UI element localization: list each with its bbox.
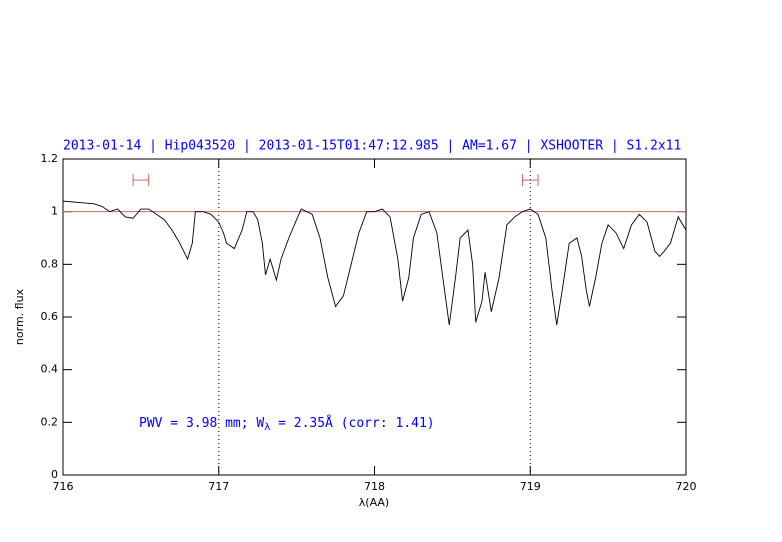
spectrum-line: [62, 200, 687, 325]
y-tick-label: 1.2: [41, 152, 59, 165]
x-tick-label: 716: [53, 480, 74, 493]
annotation-part: PWV = 3.98 mm; W: [139, 416, 264, 431]
y-tick-label: 0.2: [41, 415, 59, 428]
y-tick-label: 0.4: [41, 363, 59, 376]
annotation-part: = 2.35Å (corr: 1.41): [270, 415, 434, 431]
x-tick-label: 717: [208, 480, 229, 493]
annotation-subscript: λ: [264, 422, 270, 433]
y-axis-label: norm. flux: [13, 288, 26, 345]
x-tick-label: 720: [676, 480, 697, 493]
y-tick-label: 0.8: [41, 257, 59, 270]
x-tick-label: 719: [520, 480, 541, 493]
x-tick-label: 718: [364, 480, 385, 493]
y-tick-label: 1: [51, 205, 58, 218]
y-tick-label: 0: [51, 468, 58, 481]
x-axis-label: λ(AA): [359, 496, 389, 509]
annotation: PWV = 3.98 mm; Wλ = 2.35Å (corr: 1.41): [139, 415, 435, 434]
y-tick-label: 0.6: [41, 310, 59, 323]
chart-title: 2013-01-14 | Hip043520 | 2013-01-15T01:4…: [63, 139, 681, 154]
